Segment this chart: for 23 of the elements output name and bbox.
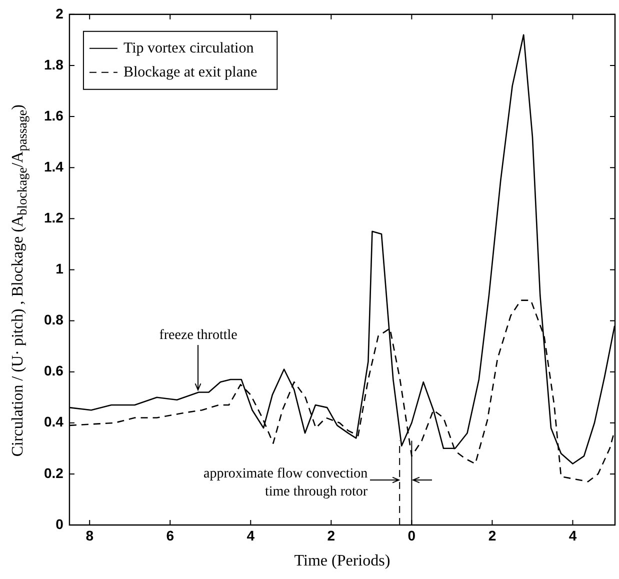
legend-label: Tip vortex circulation [123,40,254,56]
annotation: freeze throttle [159,328,238,343]
x-tick-label: 2 [488,527,496,544]
y-tick-label: 1.2 [44,210,64,226]
x-tick-label: 4 [246,527,255,544]
y-tick-label: 0.6 [44,362,64,379]
legend-label: Blockage at exit plane [123,64,258,80]
annotation: approximate flow convection time through rotor [204,466,368,500]
y-tick-label: 0.8 [44,312,64,328]
x-tick-label: 8 [86,527,94,544]
y-tick-label: 0.2 [44,464,64,481]
y-tick-label: 0.4 [44,414,64,430]
x-tick-label: 6 [166,527,174,544]
x-tick-label: 4 [568,527,577,544]
y-tick-label: 2 [56,5,64,22]
y-tick-label: 1.6 [44,107,64,124]
x-tick-label: 0 [408,527,416,544]
y-tick-label: 1.4 [44,158,64,174]
y-tick-label: 1.8 [44,56,64,72]
y-tick-label: 0 [56,516,64,532]
x-axis-title: Time (Periods) [294,552,390,570]
y-tick-label: 1 [56,260,64,277]
x-tick-label: 2 [327,527,336,544]
